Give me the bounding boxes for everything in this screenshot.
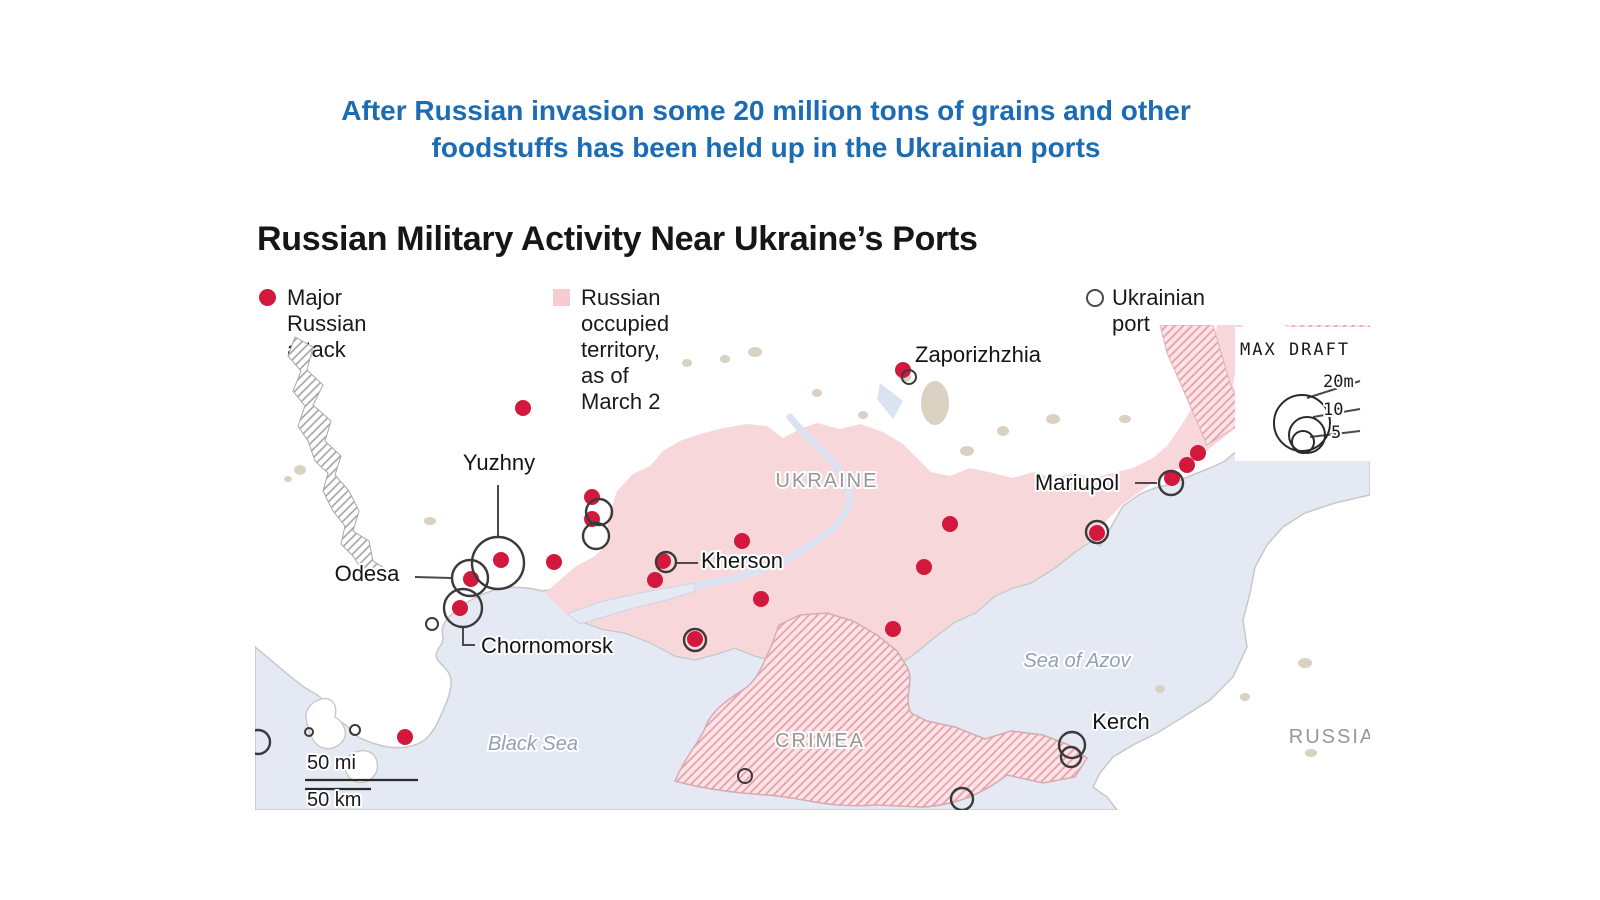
draft-legend-5: 5 xyxy=(1331,423,1341,443)
port-circle-marker xyxy=(442,587,484,629)
attack-dot-icon xyxy=(259,289,276,306)
attack-dot-marker xyxy=(397,729,413,745)
scale-km-label: 50 km xyxy=(307,789,361,810)
label-sea-of-azov: Sea of Azov xyxy=(1023,650,1131,672)
legend-territory-label: Russian occupied territory, as of March … xyxy=(581,285,670,414)
transnistria-hatch-shape xyxy=(287,336,390,583)
draft-legend-title: MAX DRAFT xyxy=(1240,340,1350,360)
port-circle-marker xyxy=(654,550,678,574)
attack-dot-marker xyxy=(546,554,562,570)
headline-line1: After Russian invasion some 20 million t… xyxy=(341,95,1191,126)
port-circle-marker xyxy=(349,724,361,736)
headline: After Russian invasion some 20 million t… xyxy=(0,92,1532,166)
leader-lines xyxy=(414,380,1361,646)
attack-dot-marker xyxy=(1164,470,1180,486)
port-circle-marker xyxy=(737,768,753,784)
port-circle-marker xyxy=(1059,745,1083,769)
draft-circle xyxy=(1291,430,1315,454)
scale-bar xyxy=(305,778,418,791)
occupied-territory-swatch-icon xyxy=(553,289,570,306)
estuary-shape xyxy=(565,582,697,625)
draft-circles-layer xyxy=(1273,394,1331,454)
label-odesa: Odesa xyxy=(335,561,401,586)
draft-legend-10: 10 xyxy=(1323,400,1343,420)
crimea-shape xyxy=(673,612,1089,808)
port-circle-icon xyxy=(1086,289,1104,307)
attack-dot-marker xyxy=(655,553,671,569)
lagoons xyxy=(305,698,378,784)
attack-dot-marker xyxy=(885,621,901,637)
attack-dot-marker xyxy=(942,516,958,532)
attack-dot-marker xyxy=(687,631,703,647)
port-circle-marker xyxy=(581,521,611,551)
attack-dot-marker xyxy=(584,489,600,505)
port-circle-marker xyxy=(1084,519,1110,545)
port-circle-marker xyxy=(682,627,708,653)
label-kherson: Kherson xyxy=(701,548,783,573)
map-title: Russian Military Activity Near Ukraine’s… xyxy=(257,220,978,258)
reservoir-shape xyxy=(877,383,903,419)
port-circle-marker xyxy=(425,617,439,631)
urban-speckles xyxy=(284,347,1317,757)
attack-dot-marker xyxy=(452,600,468,616)
map-svg: Zaporizhzhia Yuzhny UKRAINE Mariupol Ode… xyxy=(244,324,1375,813)
port-circle-marker xyxy=(584,497,614,527)
label-crimea: CRIMEA xyxy=(775,730,865,752)
attack-dot-marker xyxy=(647,572,663,588)
port-circle-marker xyxy=(450,558,490,598)
port-circle-marker xyxy=(1057,730,1087,760)
headline-line2: foodstuffs has been held up in the Ukrai… xyxy=(431,132,1101,163)
legend-port-label: Ukrainian port xyxy=(1112,285,1205,336)
port-circle-marker xyxy=(1157,469,1185,497)
map: Zaporizhzhia Yuzhny UKRAINE Mariupol Ode… xyxy=(244,324,1375,813)
label-mariupol: Mariupol xyxy=(1035,470,1119,495)
attack-dot-marker xyxy=(515,400,531,416)
label-black-sea: Black Sea xyxy=(488,733,578,755)
attack-dot-marker xyxy=(1089,525,1105,541)
attack-dot-marker xyxy=(1179,457,1195,473)
label-yuzhny: Yuzhny xyxy=(463,450,535,475)
attack-dot-marker xyxy=(493,552,509,568)
port-circles-layer xyxy=(244,369,1185,812)
attack-dot-marker xyxy=(734,533,750,549)
attack-dot-marker xyxy=(1190,445,1206,461)
scale-miles-label: 50 mi xyxy=(307,752,356,774)
attack-dot-marker xyxy=(916,559,932,575)
label-chornomorsk: Chornomorsk xyxy=(481,633,614,658)
port-circle-marker xyxy=(304,727,314,737)
attack-dot-marker xyxy=(895,362,911,378)
label-zaporizhzhia: Zaporizhzhia xyxy=(915,342,1042,367)
label-ukraine: UKRAINE xyxy=(776,470,879,492)
port-circle-marker xyxy=(470,535,526,591)
russia-hatch-shape xyxy=(1159,324,1246,446)
port-circle-marker xyxy=(901,369,917,385)
label-kerch: Kerch xyxy=(1092,709,1149,734)
draft-legend-panel xyxy=(1235,327,1370,461)
dnipro-river xyxy=(693,413,853,589)
label-russia: RUSSIA xyxy=(1289,726,1370,748)
attack-dot-marker xyxy=(753,591,769,607)
attack-dots-layer xyxy=(397,362,1206,745)
draft-legend-20m: 20m xyxy=(1323,372,1354,392)
draft-circle xyxy=(1273,394,1331,452)
